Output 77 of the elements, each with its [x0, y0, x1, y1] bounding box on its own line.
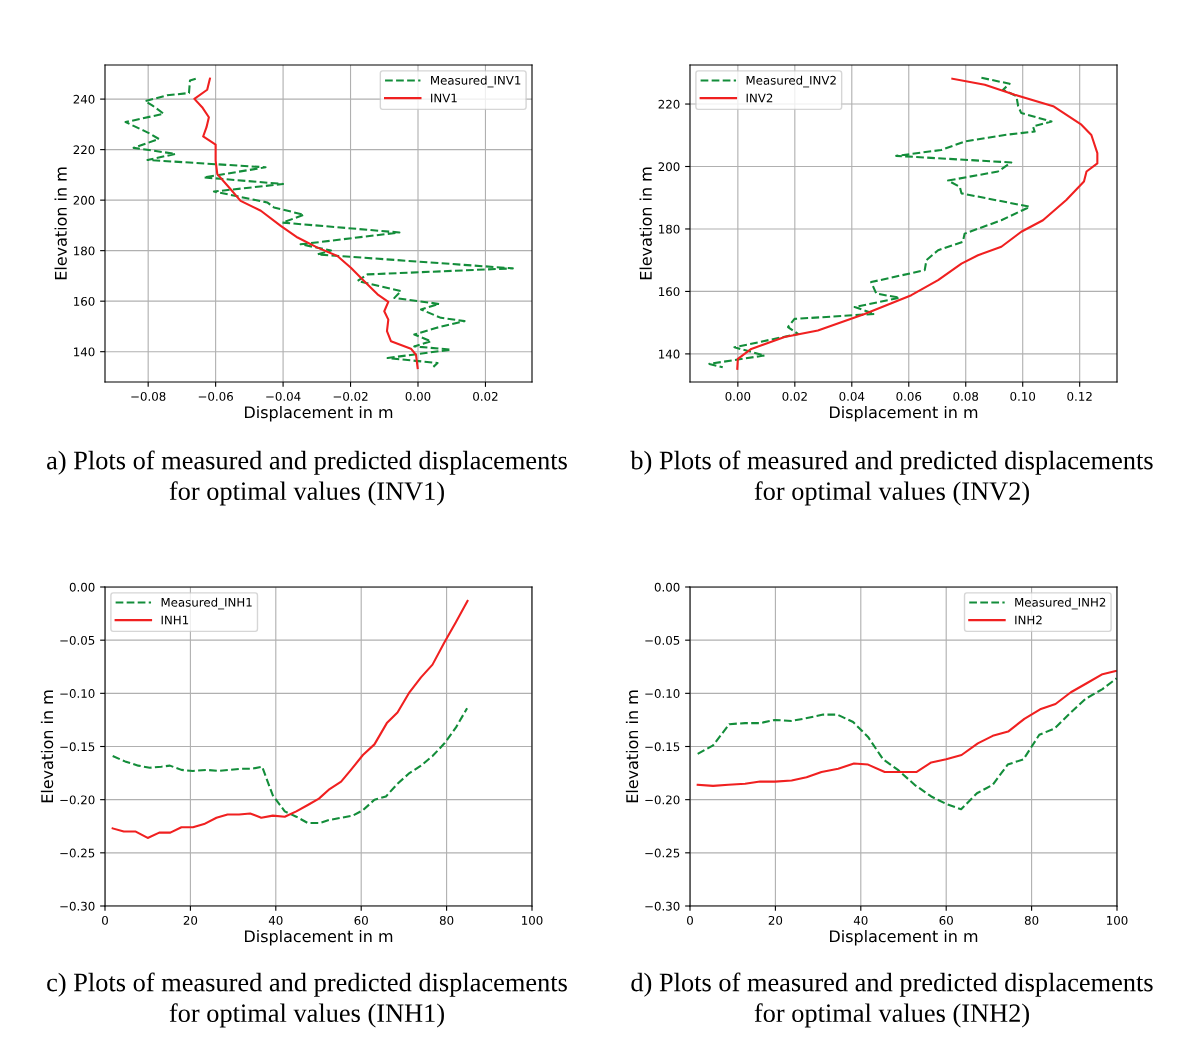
x-tick-label: 0.08	[953, 391, 979, 401]
y-tick-label: −0.30	[645, 901, 680, 911]
x-tick-label: 0.12	[1067, 391, 1092, 401]
y-axis-title: Elevation in m	[54, 167, 67, 280]
x-tick-label: 80	[1024, 915, 1039, 925]
y-tick-label: 220	[658, 99, 680, 109]
x-tick-label: 20	[183, 915, 198, 925]
x-tick-label: 0.00	[405, 391, 431, 401]
x-tick-label: −0.04	[266, 391, 301, 401]
text: b) Plots of measured and predicted displacements for optimal values (INV2)	[630, 450, 1153, 506]
x-tick-label: 40	[268, 915, 283, 925]
x-tick-label: 20	[768, 915, 783, 925]
y-tick-label: 140	[659, 349, 680, 359]
x-axis-title: Displacement in m	[830, 929, 978, 946]
line-series	[696, 669, 1117, 787]
y-tick-label: 240	[73, 94, 95, 104]
x-tick-label: 0	[102, 915, 108, 925]
y-tick-label: 160	[659, 287, 680, 297]
y-tick-label: −0.15	[60, 742, 95, 752]
y-tick-label: −0.25	[60, 848, 95, 858]
y-tick-label: 140	[74, 347, 95, 357]
y-tick-label: 220	[73, 145, 95, 155]
line-series	[736, 77, 1099, 370]
y-axis-title: Elevation in m	[639, 167, 652, 280]
y-tick-label: −0.10	[60, 689, 95, 698]
y-tick-label: 160	[74, 296, 95, 306]
y-tick-label: −0.10	[645, 689, 680, 698]
text: a) Plots of measured and predicted displacements for optimal values (INV1)	[47, 450, 567, 506]
text: d) Plots of measured and predicted displacements for optimal values (INH2)	[631, 972, 1153, 1028]
y-tick-label: 180	[659, 224, 680, 234]
x-tick-label: −0.02	[333, 391, 368, 401]
x-tick-label: 60	[939, 915, 953, 925]
x-tick-label: 0.04	[839, 391, 865, 401]
x-axis-title: Displacement in m	[245, 929, 393, 946]
legend-label: INH2	[1015, 615, 1042, 625]
x-tick-label: 0.02	[473, 391, 498, 401]
y-tick-label: −0.05	[645, 635, 680, 645]
y-axis-title: Elevation in m	[625, 690, 639, 803]
x-axis-title: Displacement in m	[245, 405, 393, 422]
line-series	[696, 677, 1117, 811]
legend-label: INV2	[746, 93, 773, 103]
x-tick-label: 0.02	[782, 391, 807, 401]
y-tick-label: 200	[73, 195, 95, 205]
x-tick-label: 80	[439, 915, 454, 925]
x-tick-label: −0.08	[131, 391, 166, 401]
legend-label: INV1	[431, 93, 457, 103]
line-series	[708, 76, 1053, 369]
legend-label: Measured_INV1	[431, 75, 521, 88]
text: c) Plots of measured and predicted displacements for optimal values (INH1)	[47, 972, 567, 1028]
y-tick-label: 180	[74, 246, 95, 256]
x-axis-title: Displacement in m	[830, 405, 978, 422]
legend-label: INH1	[161, 615, 189, 625]
y-tick-label: −0.25	[645, 848, 680, 858]
x-tick-label: 60	[354, 915, 368, 925]
y-tick-label: 0.00	[654, 582, 680, 592]
y-tick-label: −0.05	[60, 635, 95, 645]
y-tick-label: 200	[658, 162, 680, 172]
x-tick-label: 0.06	[896, 391, 922, 401]
y-tick-label: −0.20	[645, 795, 680, 805]
y-tick-label: −0.15	[645, 742, 680, 752]
line-series	[193, 77, 419, 370]
x-tick-label: 0	[687, 915, 693, 925]
y-axis-title: Elevation in m	[40, 690, 54, 803]
legend-label: Measured_INH2	[1015, 597, 1106, 610]
line-series	[111, 707, 469, 825]
x-tick-label: 0.10	[1010, 391, 1036, 401]
legend-label: Measured_INV2	[746, 75, 836, 88]
y-tick-label: −0.20	[60, 795, 95, 805]
legend-label: Measured_INH1	[161, 597, 252, 610]
x-tick-label: 40	[853, 915, 868, 925]
x-tick-label: −0.06	[198, 391, 233, 401]
x-tick-label: 100	[1107, 915, 1128, 925]
x-tick-label: 0.00	[725, 391, 751, 401]
y-tick-label: 0.00	[69, 582, 95, 592]
y-tick-label: −0.30	[60, 901, 95, 911]
line-series	[111, 599, 469, 839]
x-tick-label: 100	[522, 915, 543, 925]
